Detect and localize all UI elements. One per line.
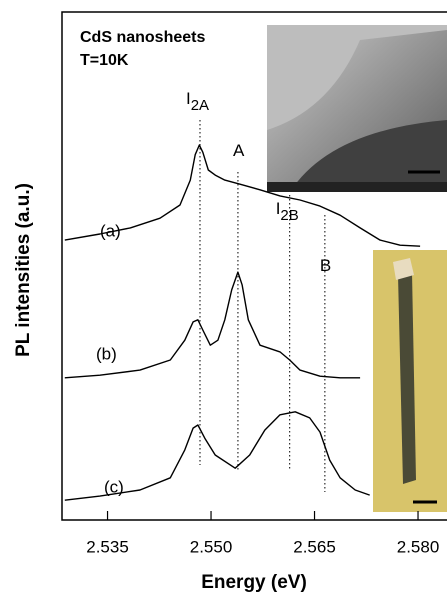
x-tick-label: 2.580 [397, 537, 440, 556]
peak-label-main: A [233, 141, 245, 160]
chart-subtitle: T=10K [80, 52, 129, 69]
x-tick-label: 2.565 [293, 537, 336, 556]
series-label: (c) [104, 477, 124, 496]
optical-inset [373, 250, 447, 512]
sem-info-bar [267, 182, 447, 192]
peak-label: A [233, 141, 245, 160]
series-label: (a) [100, 221, 121, 240]
x-axis-label: Energy (eV) [201, 572, 307, 593]
peak-label: I2B [276, 199, 299, 223]
sem-inset [267, 25, 447, 192]
peak-label-main: B [320, 256, 331, 275]
peak-label-sub: 2B [280, 207, 298, 224]
y-axis-label: PL intensities (a.u.) [13, 183, 34, 357]
peak-label: B [320, 256, 331, 275]
chart-title: CdS nanosheets [80, 29, 205, 46]
peak-label-sub: 2A [191, 97, 209, 114]
page: CdS nanosheets T=10K Energy (eV) PL inte… [0, 0, 447, 597]
x-tick-label: 2.550 [190, 537, 233, 556]
x-tick-label: 2.535 [86, 537, 129, 556]
series-label: (b) [96, 344, 117, 363]
peak-label: I2A [186, 89, 209, 113]
chart: CdS nanosheets T=10K Energy (eV) PL inte… [0, 0, 447, 597]
